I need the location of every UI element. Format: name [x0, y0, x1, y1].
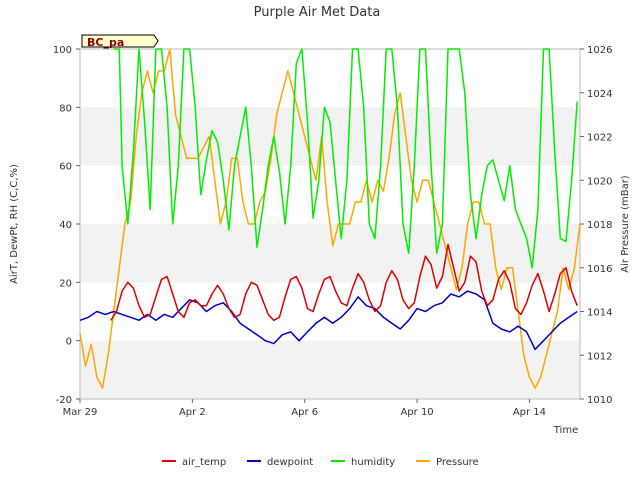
x-tick-label: Apr 6: [291, 407, 318, 418]
y-tick-label-left: 40: [59, 220, 72, 231]
site-badge-box: [81, 34, 159, 48]
y-tick-label-right: 1022: [587, 133, 612, 144]
grid-band: [80, 340, 580, 399]
y-axis-label-right: Air Pressure (mBar): [620, 175, 631, 273]
y-tick-label-right: 1012: [587, 351, 612, 362]
axis-ticks: -20 0 20 40 60 80 100 1010 1012 1014 1016 1018 1020 1…: [53, 45, 613, 418]
series-line-humidity: [113, 48, 578, 269]
legend-label: humidity: [351, 457, 395, 468]
series-line-air-temp: [110, 243, 578, 322]
site-badge: BC_pa: [81, 34, 159, 49]
grid-band: [80, 107, 580, 166]
chart-title: Purple Air Met Data: [254, 5, 381, 20]
grid-bands: [80, 107, 580, 399]
y-tick-label-right: 1024: [587, 89, 612, 100]
y-tick-label-right: 1026: [587, 45, 612, 56]
series-line-dewpoint: [79, 290, 578, 351]
y-tick-label-left: 80: [59, 103, 72, 114]
x-tick-label: Apr 14: [513, 407, 546, 418]
y-axis-label-left: AirT, DewPt, RH (C,C,%): [9, 164, 20, 284]
y-tick-label-left: 20: [59, 278, 72, 289]
x-tick-label: Mar 29: [63, 407, 98, 418]
legend: air_temp dewpoint humidity Pressure: [162, 457, 479, 468]
series-line-Pressure: [79, 48, 581, 389]
y-tick-label-left: 60: [59, 162, 72, 173]
y-tick-label-right: 1010: [587, 395, 612, 406]
y-tick-label-left: -20: [56, 395, 72, 406]
y-tick-label-right: 1016: [587, 264, 612, 275]
legend-label: Pressure: [436, 457, 479, 468]
series-lines: [79, 48, 581, 389]
y-tick-label-left: 100: [53, 45, 72, 56]
y-tick-label-right: 1014: [587, 308, 612, 319]
x-tick-label: Apr 2: [179, 407, 206, 418]
y-tick-label-right: 1018: [587, 220, 612, 231]
site-badge-label: BC_pa: [87, 36, 124, 49]
x-tick-label: Apr 10: [400, 407, 433, 418]
x-axis-label: Time: [553, 425, 578, 436]
legend-label: dewpoint: [267, 457, 313, 468]
legend-label: air_temp: [182, 457, 226, 468]
y-tick-label-right: 1020: [587, 176, 612, 187]
y-tick-label-left: 0: [66, 337, 72, 348]
